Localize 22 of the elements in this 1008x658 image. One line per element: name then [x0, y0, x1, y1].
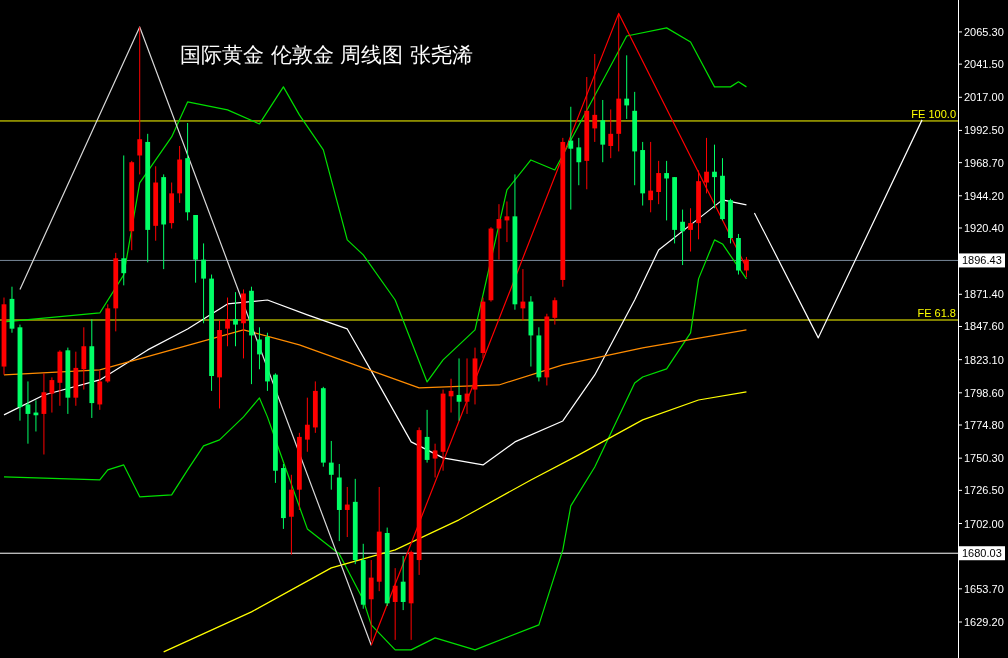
y-tick-label: 1847.60	[964, 320, 1004, 333]
y-tick-label: 1992.50	[964, 124, 1004, 137]
y-tick-label: 1774.80	[964, 419, 1004, 431]
y-tick-label: 1629.20	[964, 616, 1004, 629]
y-tick-label: 2065.30	[964, 25, 1004, 38]
ref-line-label: 1680.03	[962, 547, 1002, 560]
y-tick-label: 1944.20	[964, 189, 1004, 202]
y-tick-label: 2041.50	[964, 58, 1004, 71]
y-tick-label: 1702.00	[964, 517, 1004, 530]
y-tick-label: 1750.30	[964, 452, 1004, 465]
y-tick-label: 1968.70	[964, 156, 1004, 169]
ref-line-label: 1896.43	[962, 254, 1002, 267]
y-tick-label: 2017.00	[964, 91, 1004, 104]
y-tick-label: 1871.40	[964, 288, 1004, 301]
y-tick-label: 1798.60	[964, 386, 1004, 399]
ref-line-label: FE 61.8	[917, 307, 956, 319]
ref-line-label: FE 100.0	[911, 107, 956, 120]
y-tick-label: 1653.70	[964, 582, 1004, 595]
y-tick-label: 1726.50	[964, 484, 1004, 497]
y-tick-label: 1823.10	[964, 353, 1004, 366]
y-tick-label: 1920.40	[964, 221, 1004, 234]
text: 国际黄金 伦敦金 周线图 张尧浠	[180, 43, 474, 67]
